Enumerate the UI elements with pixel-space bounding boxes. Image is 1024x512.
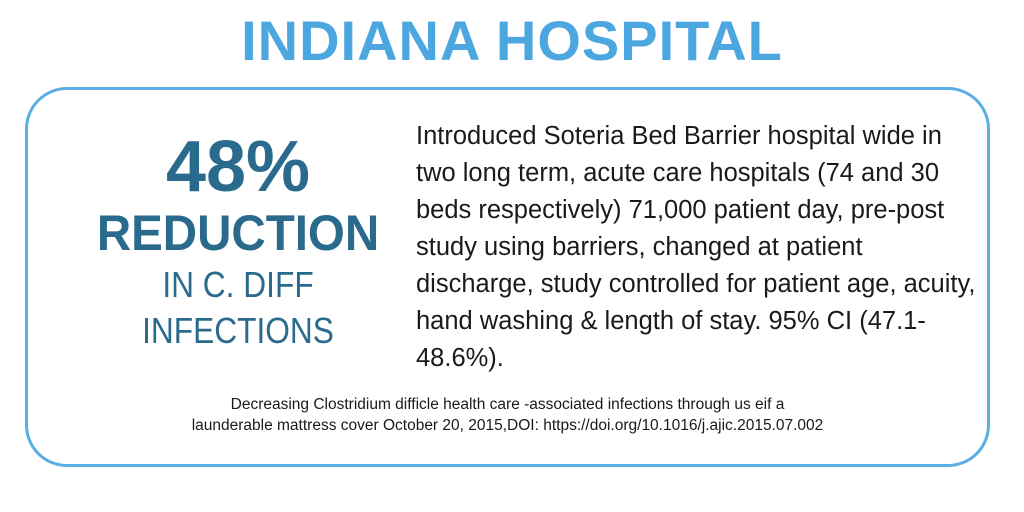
page-title: INDIANA HOSPITAL — [241, 9, 783, 72]
citation: Decreasing Clostridium difficle health c… — [48, 394, 967, 436]
info-card: 48% REDUCTION IN C. DIFF INFECTIONS Intr… — [25, 87, 990, 467]
study-description: Introduced Soteria Bed Barrier hospital … — [416, 122, 976, 372]
stat-headline: REDUCTION — [96, 205, 380, 261]
citation-line-1: Decreasing Clostridium difficle health c… — [230, 396, 785, 413]
stat-block: 48% REDUCTION IN C. DIFF INFECTIONS — [38, 130, 438, 354]
citation-line-2: launderable mattress cover October 20, 2… — [191, 417, 824, 434]
stat-subline-1: IN C. DIFF — [162, 264, 314, 305]
stat-percent: 48% — [165, 127, 311, 207]
stat-subline-2: INFECTIONS — [142, 310, 334, 351]
